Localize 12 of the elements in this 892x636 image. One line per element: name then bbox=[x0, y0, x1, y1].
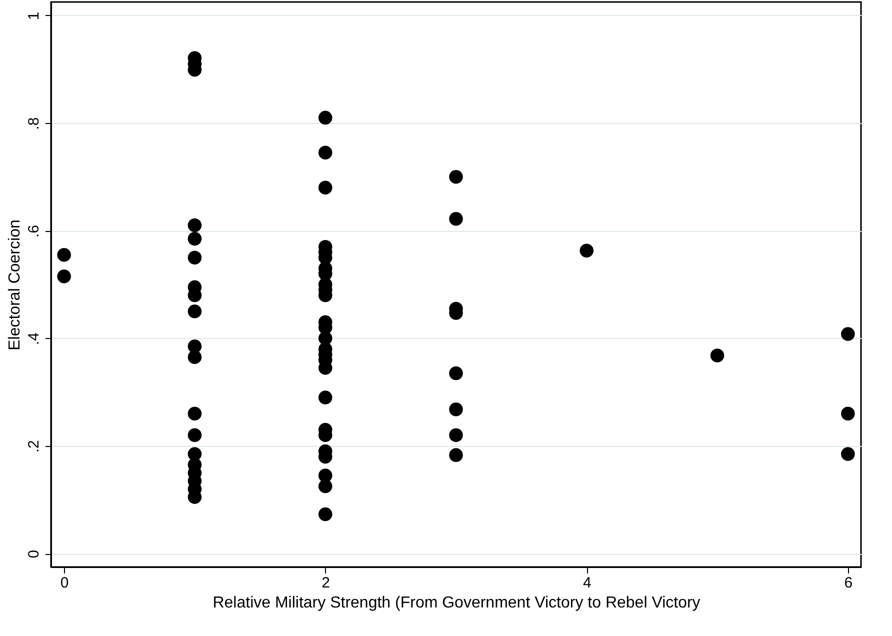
y-tick-label: .6 bbox=[26, 224, 42, 238]
y-tick-label: .4 bbox=[26, 332, 42, 346]
x-tick-label: 2 bbox=[322, 574, 330, 592]
y-tick-label: 1 bbox=[26, 12, 42, 20]
x-axis-title: Relative Military Strength (From Government Victory to Rebel Victory bbox=[212, 594, 700, 612]
y-tick-label: .2 bbox=[26, 440, 42, 453]
y-axis-title: Electoral Coercion bbox=[6, 220, 24, 350]
x-tick-label: 4 bbox=[582, 574, 592, 592]
y-tick-label: 0 bbox=[26, 550, 42, 558]
x-tick-label: 0 bbox=[60, 574, 69, 592]
y-tick-label: .8 bbox=[26, 117, 42, 130]
x-tick-label: 6 bbox=[844, 574, 853, 592]
